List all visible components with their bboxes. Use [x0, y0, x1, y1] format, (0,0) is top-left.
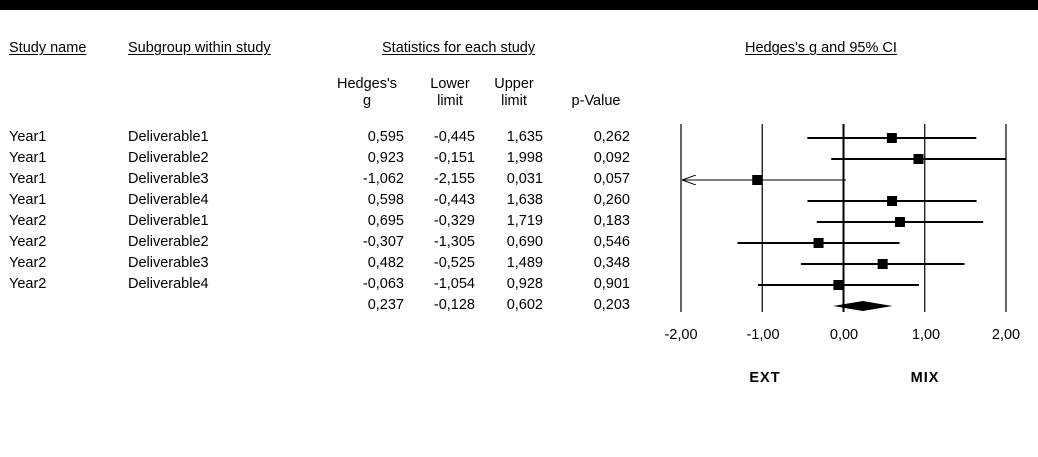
point-estimate — [887, 196, 898, 206]
row-upper: 1,719 — [506, 213, 543, 229]
header-plot-title: Hedges's g and 95% CI — [745, 40, 897, 56]
row-subgroup: Deliverable1 — [128, 129, 209, 145]
row-study: Year2 — [9, 213, 47, 229]
row-g: 0,595 — [367, 129, 404, 145]
row-g: 0,598 — [367, 192, 404, 208]
header-lower-line2: limit — [437, 93, 463, 109]
row-study: Year1 — [9, 150, 47, 166]
x-tick-label: -1,00 — [746, 327, 780, 343]
x-tick-label: -2,00 — [664, 327, 698, 343]
row-upper: 0,690 — [506, 234, 543, 250]
row-g: -0,063 — [362, 276, 404, 292]
footer-label-ext: EXT — [749, 370, 781, 386]
row-upper: 1,489 — [506, 255, 543, 271]
row-study: Year2 — [9, 255, 47, 271]
row-subgroup: Deliverable3 — [128, 171, 209, 187]
row-lower: -1,054 — [433, 276, 475, 292]
row-upper: 1,635 — [506, 129, 543, 145]
x-tick-label: 0,00 — [829, 327, 859, 343]
point-estimate — [894, 217, 905, 227]
point-estimate — [813, 238, 824, 248]
row-pvalue: 0,901 — [593, 276, 630, 292]
row-subgroup: Deliverable3 — [128, 255, 209, 271]
header-g-line1: Hedges's — [337, 76, 397, 92]
row-subgroup: Deliverable1 — [128, 213, 209, 229]
row-subgroup: Deliverable2 — [128, 150, 209, 166]
row-upper: 0,031 — [506, 171, 543, 187]
top-rule — [0, 0, 1038, 10]
row-subgroup: Deliverable4 — [128, 192, 209, 208]
footer-label-mix: MIX — [910, 370, 940, 386]
row-lower: -0,329 — [433, 213, 475, 229]
row-pvalue: 0,260 — [593, 192, 630, 208]
summary-diamond — [833, 301, 893, 311]
header-study-name: Study name — [9, 40, 87, 56]
row-subgroup: Deliverable2 — [128, 234, 209, 250]
row-lower: -1,305 — [433, 234, 475, 250]
row-pvalue: 0,092 — [593, 150, 630, 166]
summary-g: 0,237 — [367, 297, 404, 313]
row-pvalue: 0,057 — [593, 171, 630, 187]
row-pvalue: 0,183 — [593, 213, 630, 229]
header-subgroup: Subgroup within study — [128, 40, 271, 56]
row-lower: -0,443 — [433, 192, 475, 208]
row-g: -0,307 — [362, 234, 404, 250]
x-tick-label: 1,00 — [911, 327, 941, 343]
row-upper: 1,998 — [506, 150, 543, 166]
row-study: Year1 — [9, 171, 47, 187]
row-study: Year1 — [9, 192, 47, 208]
point-estimate — [833, 280, 844, 290]
header-lower-line1: Lower — [430, 76, 470, 92]
row-lower: -2,155 — [433, 171, 475, 187]
header-upper-line2: limit — [501, 93, 527, 109]
x-tick-label: 2,00 — [991, 327, 1021, 343]
row-lower: -0,151 — [433, 150, 475, 166]
point-estimate — [886, 133, 897, 143]
point-estimate — [877, 259, 888, 269]
row-lower: -0,445 — [433, 129, 475, 145]
row-subgroup: Deliverable4 — [128, 276, 209, 292]
point-estimate — [752, 175, 763, 185]
row-g: -1,062 — [362, 171, 404, 187]
header-upper-line1: Upper — [494, 76, 534, 92]
point-estimate — [913, 154, 924, 164]
row-g: 0,695 — [367, 213, 404, 229]
summary-upper: 0,602 — [506, 297, 543, 313]
row-g: 0,482 — [367, 255, 404, 271]
row-study: Year2 — [9, 234, 47, 250]
row-pvalue: 0,546 — [593, 234, 630, 250]
header-pvalue: p-Value — [571, 93, 621, 109]
row-g: 0,923 — [367, 150, 404, 166]
header-statistics: Statistics for each study — [382, 40, 536, 56]
summary-pvalue: 0,203 — [593, 297, 630, 313]
row-pvalue: 0,348 — [593, 255, 630, 271]
row-upper: 0,928 — [506, 276, 543, 292]
row-upper: 1,638 — [506, 192, 543, 208]
row-study: Year1 — [9, 129, 47, 145]
summary-lower: -0,128 — [433, 297, 475, 313]
header-g-line2: g — [362, 93, 372, 109]
row-pvalue: 0,262 — [593, 129, 630, 145]
row-study: Year2 — [9, 276, 47, 292]
row-lower: -0,525 — [433, 255, 475, 271]
